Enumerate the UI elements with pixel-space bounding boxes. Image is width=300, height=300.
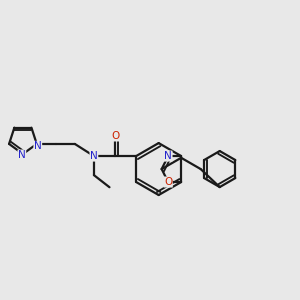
Text: N: N [90, 151, 98, 161]
Text: N: N [18, 150, 26, 160]
Text: N: N [34, 141, 42, 152]
Text: O: O [111, 131, 119, 141]
Text: O: O [164, 177, 172, 187]
Text: N: N [164, 151, 172, 161]
